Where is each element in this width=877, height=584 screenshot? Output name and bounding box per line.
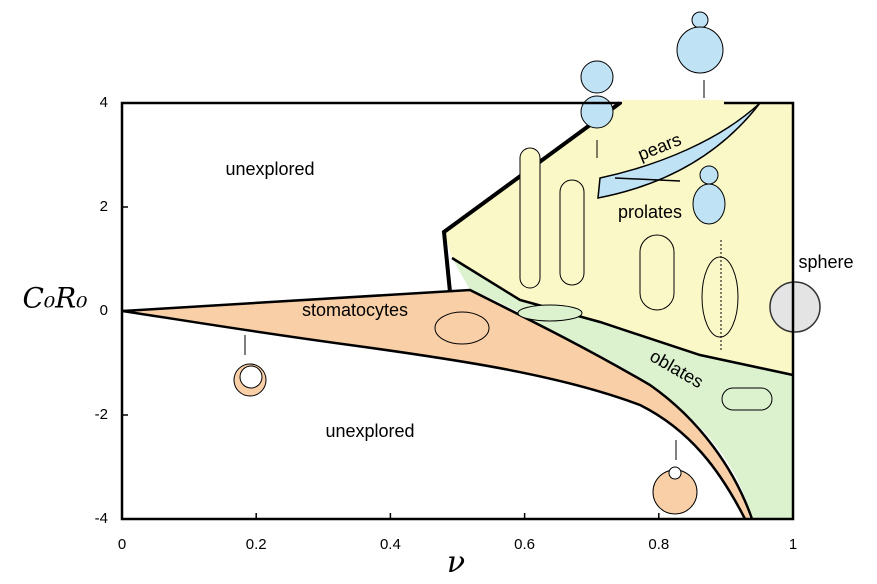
x-tick-label: 0.6 xyxy=(514,536,535,553)
y-tick-label: -4 xyxy=(95,510,108,527)
chart: ν C₀R₀ 0 0.2 0.4 0.6 0.8 1 4 2 0 -2 -4 unexplored un… xyxy=(0,0,877,579)
page: ν C₀R₀ 0 0.2 0.4 0.6 0.8 1 4 2 0 -2 -4 unexplored un… xyxy=(0,0,877,584)
region-label: stomatocytes xyxy=(302,300,408,320)
x-tick-label: 0.8 xyxy=(648,536,669,553)
region-label: unexplored xyxy=(325,421,414,441)
region-label: prolates xyxy=(618,202,682,222)
x-tick-label: 1 xyxy=(789,536,797,553)
x-axis-label: ν xyxy=(447,545,465,579)
vesicle xyxy=(669,467,681,479)
vesicle xyxy=(240,366,262,388)
vesicle xyxy=(518,305,582,321)
vesicle xyxy=(581,96,613,128)
vesicle xyxy=(700,166,718,184)
y-tick-label: 0 xyxy=(100,302,108,319)
vesicle xyxy=(640,235,674,310)
vesicle xyxy=(677,27,723,73)
y-tick-label: -2 xyxy=(95,406,108,423)
vesicle xyxy=(692,12,708,28)
vesicle xyxy=(702,257,738,337)
y-tick-label: 4 xyxy=(100,94,108,111)
y-tick-label: 2 xyxy=(100,198,108,215)
x-tick-label: 0.2 xyxy=(246,536,267,553)
frame-gap xyxy=(622,100,724,106)
vesicle xyxy=(581,61,613,93)
vesicle xyxy=(435,312,489,344)
vesicle xyxy=(722,388,772,410)
vesicle xyxy=(520,148,540,288)
y-axis-label: C₀R₀ xyxy=(23,282,88,315)
x-tick-label: 0.4 xyxy=(380,536,401,553)
region-label: unexplored xyxy=(225,159,314,179)
region-label: sphere xyxy=(798,252,853,272)
vesicle xyxy=(693,184,725,224)
regions xyxy=(122,12,820,519)
vesicle xyxy=(770,282,820,332)
vesicle xyxy=(560,180,584,285)
x-tick-label: 0 xyxy=(118,536,126,553)
